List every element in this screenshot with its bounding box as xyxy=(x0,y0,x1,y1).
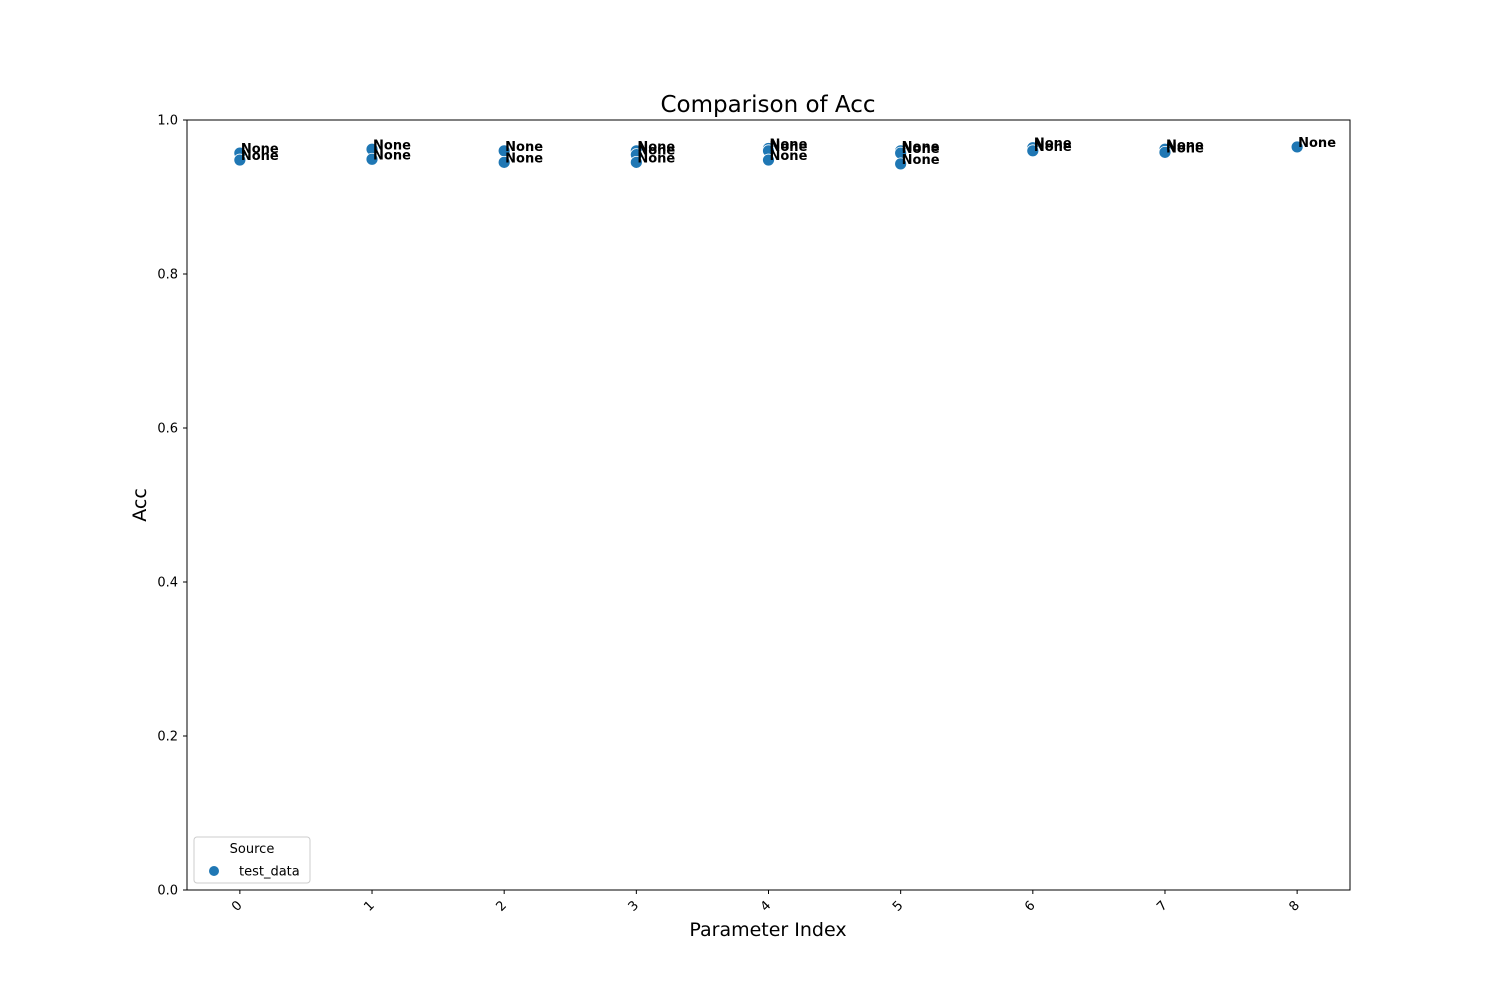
data-point-label: None xyxy=(770,140,808,155)
data-point-label: None xyxy=(902,142,940,157)
data-point-label: None xyxy=(1034,137,1072,152)
legend: Source test_data xyxy=(193,836,311,884)
x-tick-label: 3 xyxy=(626,898,642,914)
legend-marker xyxy=(209,866,219,876)
y-tick-label: 0.8 xyxy=(157,268,178,283)
data-point-label: None xyxy=(505,140,543,155)
x-tick-label: 6 xyxy=(1022,898,1038,914)
y-tick-label: 0.0 xyxy=(157,884,178,899)
data-point xyxy=(1290,140,1304,154)
data-point-label: None xyxy=(902,140,940,155)
legend-entry-label: test_data xyxy=(239,865,300,880)
y-axis-title: Acc xyxy=(129,488,151,522)
x-axis-title: Parameter Index xyxy=(689,919,846,941)
data-point xyxy=(762,153,775,167)
data-point-label: None xyxy=(373,138,411,153)
data-point-label: None xyxy=(770,137,808,152)
chart-title: Comparison of Acc xyxy=(660,92,875,118)
data-point-label: None xyxy=(902,153,940,168)
data-point xyxy=(233,153,247,167)
y-tick-label: 0.4 xyxy=(157,576,178,591)
x-tick-label: 7 xyxy=(1154,898,1170,914)
y-tick-label: 1.0 xyxy=(157,114,178,129)
x-tick-label: 8 xyxy=(1286,898,1302,914)
data-point-label: None xyxy=(637,151,675,166)
legend-title: Source xyxy=(230,842,275,857)
data-point-label: None xyxy=(1166,138,1204,153)
data-point xyxy=(629,155,643,169)
x-tick-label: 2 xyxy=(493,898,509,914)
data-point-label: None xyxy=(241,149,279,164)
data-point xyxy=(894,157,908,171)
data-point xyxy=(365,152,379,166)
data-point xyxy=(1158,145,1172,159)
legend-box xyxy=(193,836,311,884)
x-tick-label: 0 xyxy=(229,898,245,914)
data-point-label: None xyxy=(637,140,675,155)
data-point xyxy=(1026,144,1040,158)
y-tick-label: 0.6 xyxy=(157,422,178,437)
plot-frame xyxy=(186,119,1351,891)
data-point-label: None xyxy=(1034,140,1072,155)
data-point-label: None xyxy=(1298,136,1336,151)
data-point-label: None xyxy=(373,148,411,163)
x-tick-label: 4 xyxy=(758,898,774,914)
data-point xyxy=(497,155,511,169)
data-point-label: None xyxy=(637,144,675,159)
data-point-label: None xyxy=(770,149,808,164)
x-tick-label: 1 xyxy=(361,898,377,914)
plot-area: 0.00.20.40.60.81.00 1 2 3 4 5 6 7 8NoneNoneNoneN… xyxy=(157,114,1351,915)
data-point-label: None xyxy=(505,151,543,166)
x-tick-label: 5 xyxy=(890,898,906,914)
y-tick-label: 0.2 xyxy=(157,730,178,745)
data-point-label: None xyxy=(1166,141,1204,156)
data-point-label: None xyxy=(241,142,279,157)
